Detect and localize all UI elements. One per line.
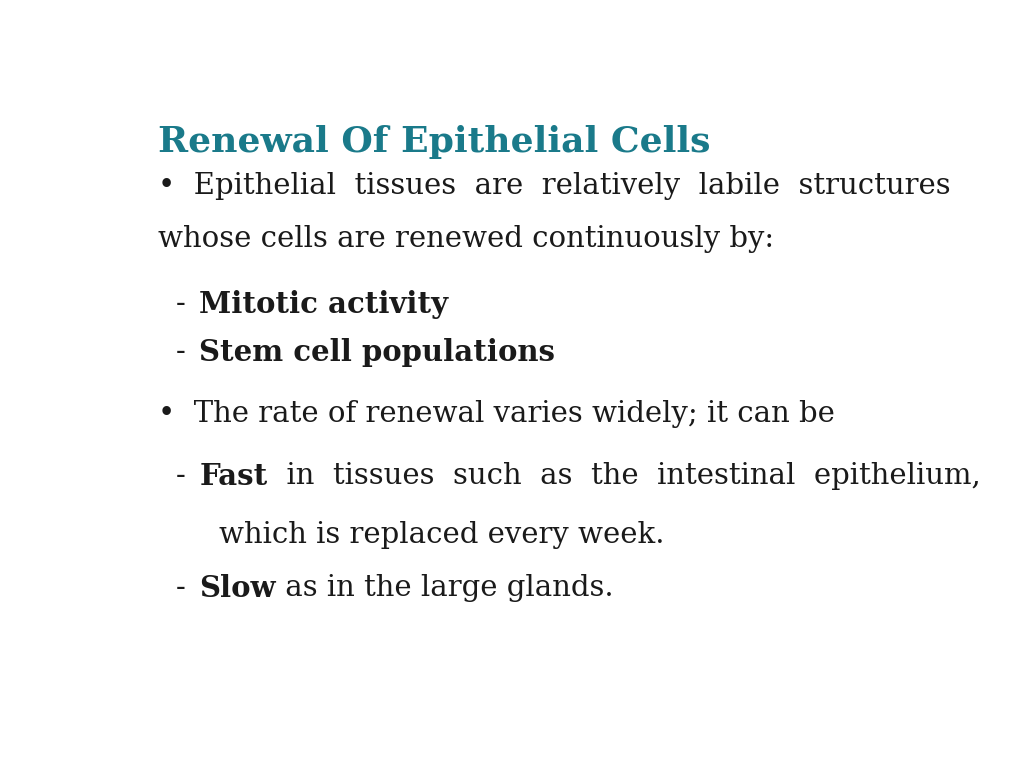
Text: -: - [176,290,185,318]
Text: which is replaced every week.: which is replaced every week. [219,521,665,549]
Text: Stem cell populations: Stem cell populations [200,338,555,366]
Text: Slow: Slow [200,574,276,603]
Text: -: - [176,338,185,366]
Text: in  tissues  such  as  the  intestinal  epithelium,: in tissues such as the intestinal epithe… [267,462,980,490]
Text: whose cells are renewed continuously by:: whose cells are renewed continuously by: [158,225,774,253]
Text: -: - [176,574,185,602]
Text: •  The rate of renewal varies widely; it can be: • The rate of renewal varies widely; it … [158,399,835,428]
Text: Fast: Fast [200,462,267,491]
Text: as in the large glands.: as in the large glands. [276,574,613,602]
Text: -: - [176,462,185,490]
Text: Renewal Of Epithelial Cells: Renewal Of Epithelial Cells [158,124,711,159]
Text: Mitotic activity: Mitotic activity [200,290,449,319]
Text: •  Epithelial  tissues  are  relatively  labile  structures: • Epithelial tissues are relatively labi… [158,172,950,200]
